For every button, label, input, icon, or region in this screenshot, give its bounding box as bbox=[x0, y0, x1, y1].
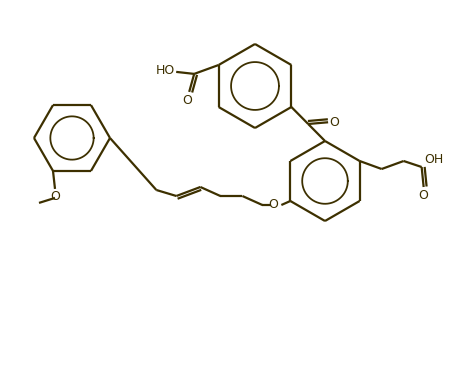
Text: O: O bbox=[268, 198, 278, 210]
Text: O: O bbox=[419, 189, 429, 202]
Text: HO: HO bbox=[156, 64, 175, 77]
Text: O: O bbox=[50, 190, 60, 203]
Text: O: O bbox=[182, 94, 192, 107]
Text: O: O bbox=[329, 116, 339, 129]
Text: OH: OH bbox=[425, 153, 444, 166]
